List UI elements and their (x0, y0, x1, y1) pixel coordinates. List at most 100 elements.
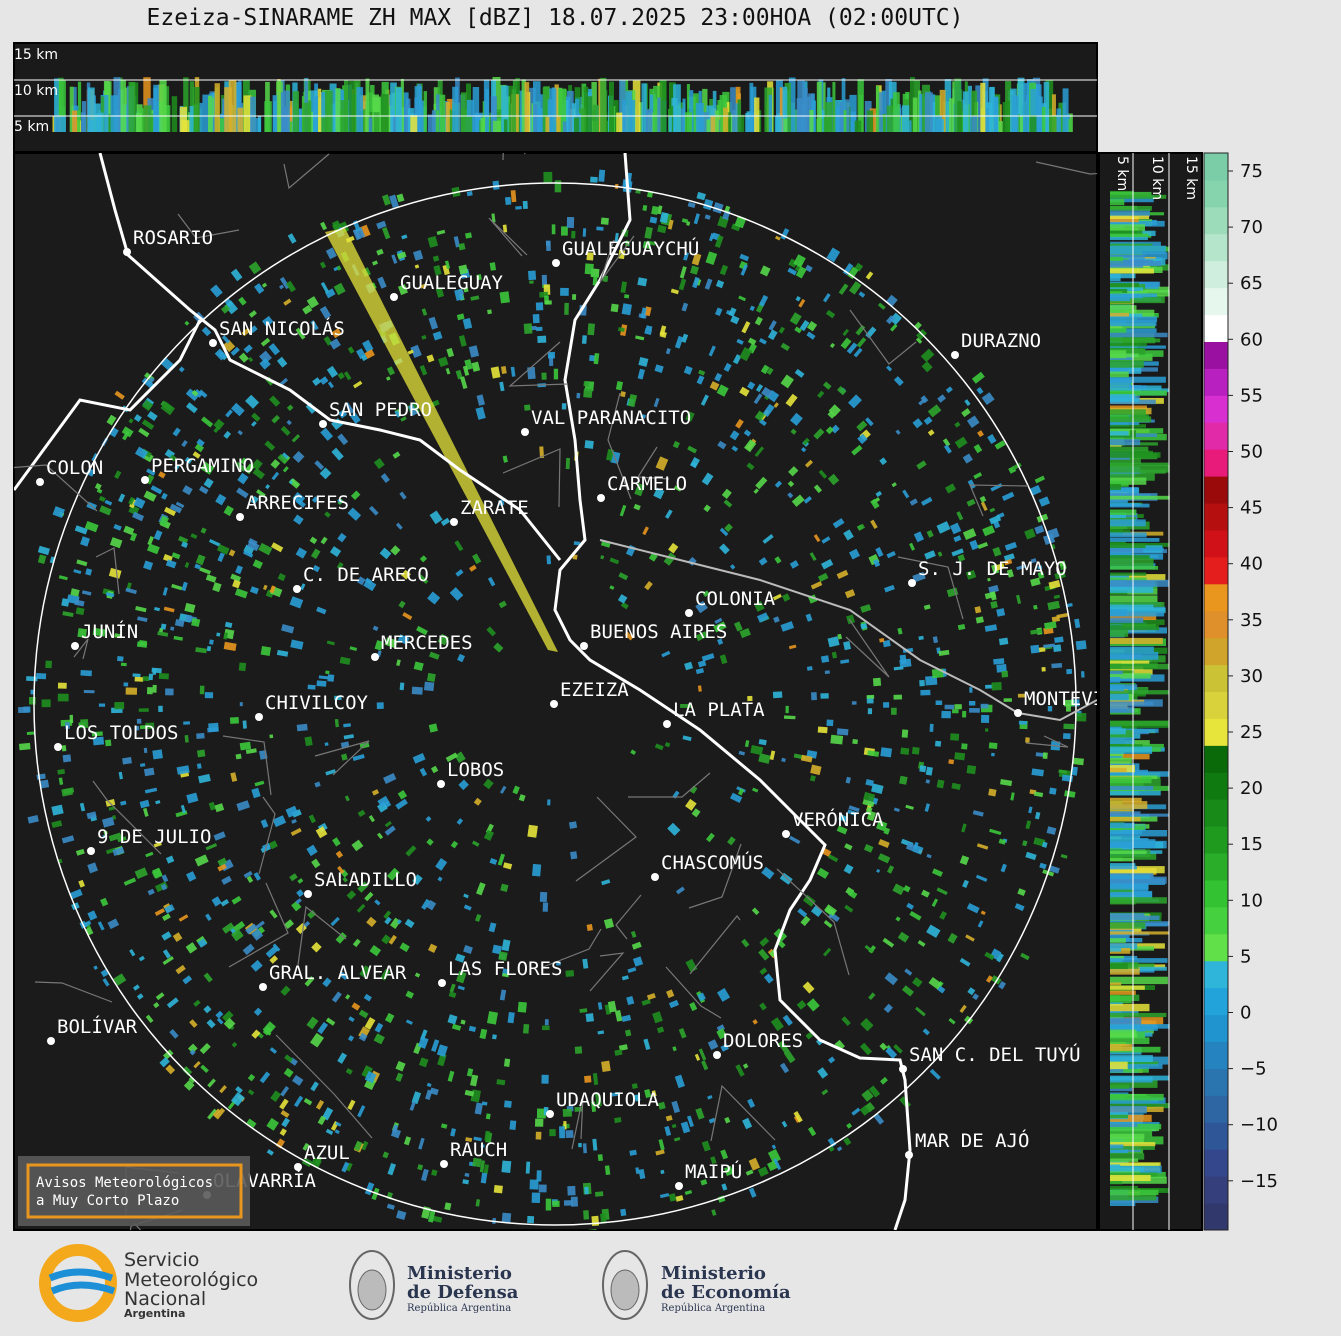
echo (155, 992, 165, 1001)
echo (936, 521, 951, 534)
button-text[interactable]: Avisos Meteorológicos (36, 1175, 213, 1191)
echo (919, 93, 925, 132)
echo (1110, 220, 1165, 227)
echo (800, 754, 813, 763)
echo (1110, 1129, 1153, 1137)
echo (173, 635, 183, 641)
city-label: GUALEGUAYCHÚ (562, 236, 699, 260)
echo (476, 394, 486, 406)
district-border (508, 341, 569, 387)
echo (1031, 768, 1044, 777)
echo (241, 327, 251, 337)
button-border[interactable] (26, 1163, 243, 1219)
echo (251, 458, 263, 471)
echo (840, 659, 850, 664)
echo (458, 335, 467, 347)
echo (1053, 644, 1062, 653)
echo (429, 510, 443, 525)
district-border (275, 1034, 373, 1139)
echo (710, 115, 719, 132)
echo (470, 295, 480, 301)
city-dot (71, 642, 79, 650)
echo (809, 109, 814, 132)
echo (827, 1056, 836, 1064)
echo (760, 364, 770, 375)
echo (644, 1089, 652, 1099)
echo (289, 121, 293, 132)
city-label: LA PLATA (673, 699, 765, 721)
echo (774, 235, 781, 241)
echo (310, 1081, 319, 1092)
echo (92, 627, 106, 637)
echo (843, 641, 852, 651)
echo (919, 765, 927, 773)
echo (1110, 1093, 1164, 1101)
echo (922, 1028, 930, 1036)
echo (862, 799, 875, 808)
echo (320, 92, 327, 132)
echo (395, 1210, 407, 1220)
echo (501, 1160, 512, 1173)
echo (237, 472, 249, 485)
echo (196, 749, 206, 758)
economia-logo: Ministerio de Economía República Argenti… (602, 1250, 791, 1320)
echo (291, 478, 301, 487)
echo (781, 1120, 788, 1128)
colorbar-bin (1204, 1041, 1228, 1069)
alert-button[interactable]: Avisos Meteorológicos a Muy Corto Plazo (18, 1156, 250, 1226)
echo (847, 889, 858, 899)
echo (384, 825, 396, 836)
echo (374, 1022, 384, 1033)
echo (794, 326, 802, 334)
echo (752, 787, 759, 793)
echo (1110, 572, 1147, 576)
echo (657, 224, 667, 234)
echo (194, 854, 209, 867)
echo (296, 889, 305, 898)
echo (747, 1098, 756, 1109)
echo (460, 92, 467, 132)
echo (689, 785, 698, 794)
echo (642, 241, 651, 249)
echo (125, 587, 137, 595)
echo (717, 988, 731, 1002)
echo (243, 550, 254, 558)
echo (395, 1060, 406, 1072)
echo (153, 530, 163, 541)
echo (828, 854, 839, 863)
echo (254, 920, 265, 930)
echo (974, 606, 982, 614)
echo (704, 214, 711, 220)
echo (285, 805, 299, 818)
echo (347, 1099, 356, 1111)
echo (796, 1000, 807, 1010)
echo (41, 699, 51, 708)
echo (511, 89, 517, 132)
echo (382, 194, 391, 206)
echo (377, 795, 390, 808)
echo (542, 1025, 550, 1031)
echo (231, 402, 245, 417)
echo (771, 1144, 777, 1150)
echo (715, 110, 719, 132)
echo (1110, 625, 1160, 631)
button-bg[interactable] (18, 1156, 250, 1226)
echo (891, 482, 897, 488)
echo (591, 1215, 600, 1227)
echo (746, 462, 755, 471)
echo (358, 1009, 369, 1019)
echo (842, 328, 850, 337)
echo (1110, 209, 1150, 217)
echo (893, 807, 900, 812)
echo (693, 213, 700, 225)
echo (893, 1044, 903, 1054)
echo (291, 434, 301, 443)
echo (611, 1091, 620, 1097)
logo-text: de Economía (661, 1282, 791, 1303)
echo (545, 116, 550, 132)
city-label: VAL PARANACITO (531, 407, 691, 429)
echo (1110, 630, 1129, 637)
city-label: SAN C. DEL TUYÚ (909, 1042, 1081, 1066)
button-text[interactable]: a Muy Corto Plazo (36, 1193, 179, 1209)
echo (468, 1025, 477, 1033)
